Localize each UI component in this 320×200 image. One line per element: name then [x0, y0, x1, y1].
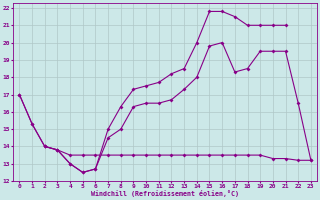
X-axis label: Windchill (Refroidissement éolien,°C): Windchill (Refroidissement éolien,°C): [91, 190, 239, 197]
